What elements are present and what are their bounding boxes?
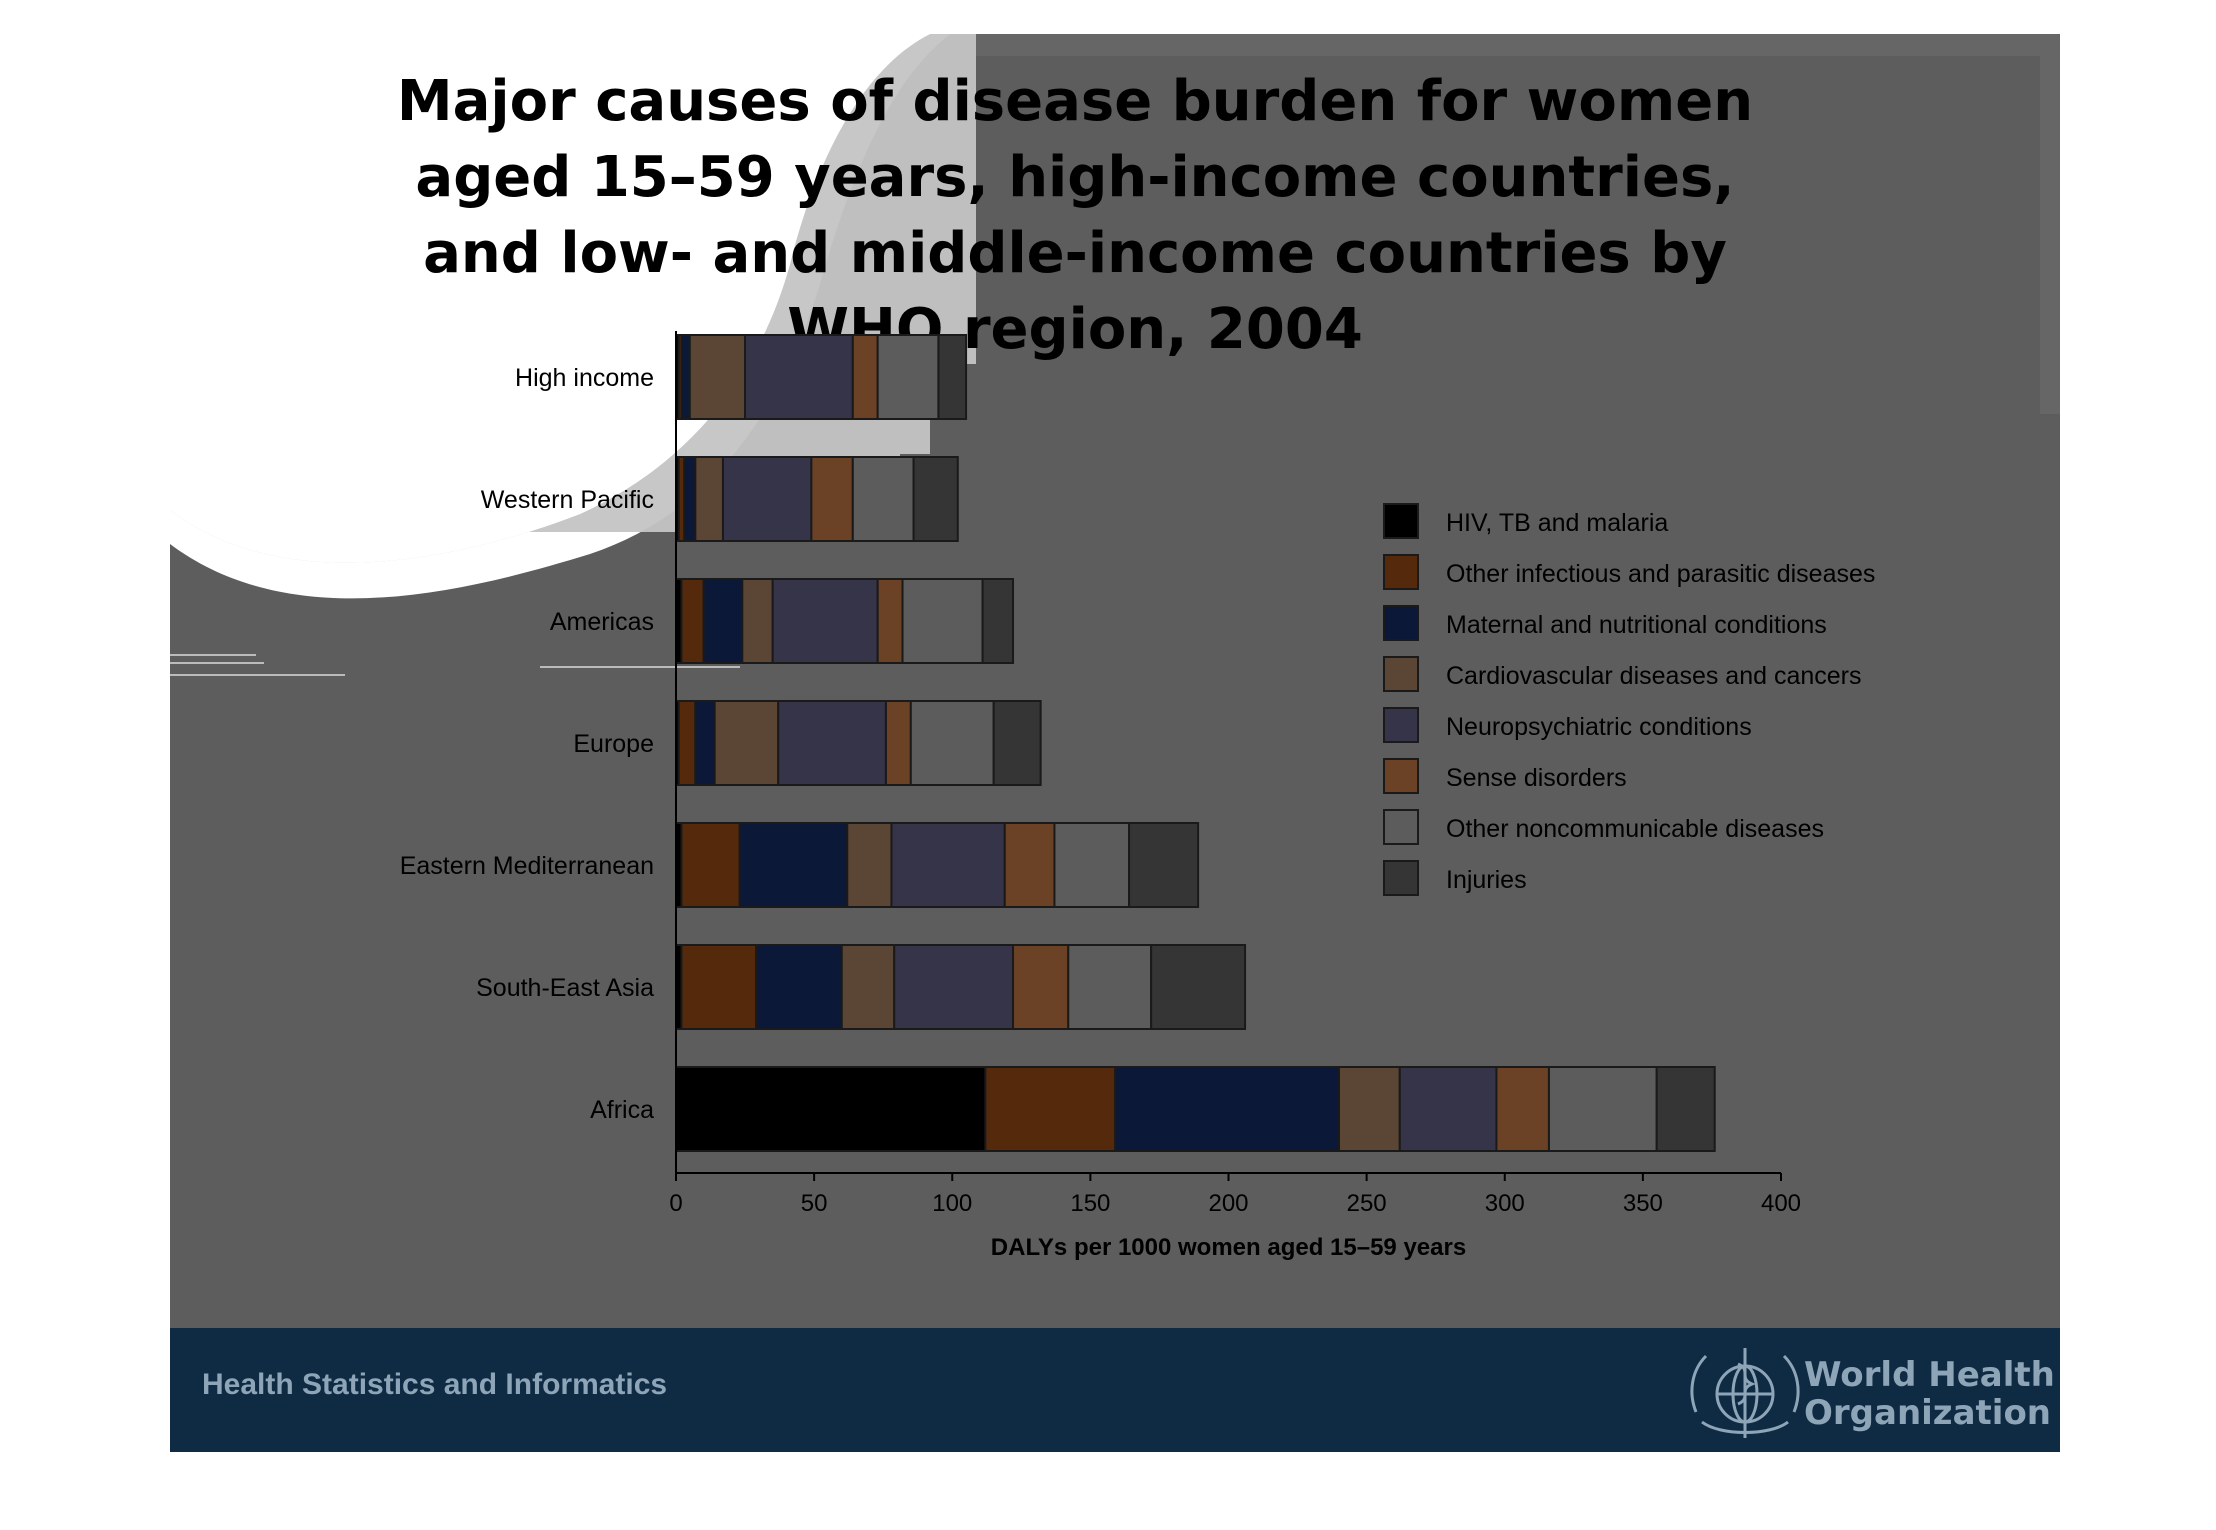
bar-segment [741,578,774,664]
bar-segment [912,456,959,542]
bar-segment [884,700,912,786]
bar-segment [1053,822,1131,908]
bar-segment [992,700,1042,786]
footer-bar: Health Statistics and Informatics World … [170,1328,2060,1452]
x-tick-label: 100 [932,1190,972,1217]
chart-title: Major causes of disease burden for women… [396,69,1754,362]
bar-segment [1114,1066,1340,1152]
bar-segment [893,944,1015,1030]
legend-label: Cardiovascular diseases and cancers [1446,662,1862,690]
legend-swatch [1383,707,1419,743]
bar-segment [840,944,896,1030]
who-wordmark: World Health Organization [1804,1356,2055,1432]
category-label: High income [515,364,654,392]
bar-segment [1150,944,1247,1030]
legend-label: Other infectious and parasitic diseases [1446,560,1875,588]
legend-swatch [1383,605,1419,641]
bar-segment [680,578,705,664]
bar-segment [694,700,716,786]
bar-segment [851,334,879,420]
x-tick-label: 250 [1347,1190,1387,1217]
bar-segment [680,944,758,1030]
category-label: South-East Asia [476,974,654,1002]
bar-segment [771,578,879,664]
legend-swatch [1383,860,1419,896]
chart: High income Western Pacific Americas Europe… [400,331,1875,1261]
bar-segment [738,822,849,908]
bar-segment [1003,822,1056,908]
bar-segment [675,1066,987,1152]
legend-label: Maternal and nutritional conditions [1446,611,1827,639]
bar-segment [876,334,940,420]
who-wordmark-line1: World Health [1804,1355,2055,1395]
x-tick-label: 400 [1761,1190,1801,1217]
legend-swatch [1383,554,1419,590]
category-label: Europe [573,730,654,758]
bar-segment [688,334,747,420]
bar-segment [1338,1066,1401,1152]
category-label: Americas [550,608,654,636]
bar-segment [777,700,887,786]
who-emblem-icon [1690,1348,1800,1438]
bar-segment [1128,822,1200,908]
legend-swatch [1383,809,1419,845]
slide: Major causes of disease burden for women… [170,34,2060,1452]
who-wordmark-line2: Organization [1804,1393,2052,1433]
bar-segment [713,700,780,786]
bar-segment [677,700,697,786]
bar-segment [909,700,995,786]
legend-swatch [1383,656,1419,692]
bar-segment [851,456,915,542]
bar-segment [744,334,854,420]
bar-segment [890,822,1006,908]
category-label: Eastern Mediterranean [400,852,654,880]
x-tick-label: 200 [1208,1190,1248,1217]
bar-segment [981,578,1015,664]
legend-swatch [1383,503,1419,539]
bar-segment [683,456,697,542]
legend-label: Other noncommunicable diseases [1446,815,1824,843]
bar-segment [721,456,813,542]
legend-label: HIV, TB and malaria [1446,509,1668,537]
bar-segment [1398,1066,1498,1152]
bar-segment [1655,1066,1716,1152]
bar-segment [1012,944,1070,1030]
bar-segment [680,334,691,420]
category-label: Africa [590,1096,654,1124]
bar-segment [984,1066,1117,1152]
bar-segment [694,456,724,542]
bar-segment [702,578,744,664]
bar-segment [937,334,968,420]
bar-segment [901,578,984,664]
bar-segment [846,822,893,908]
footer-label: Health Statistics and Informatics [202,1368,668,1401]
x-tick-label: 50 [801,1190,828,1217]
x-tick-label: 150 [1070,1190,1110,1217]
legend-swatch [1383,758,1419,794]
bar-segment [680,822,741,908]
bar-segment [810,456,854,542]
x-tick-label: 350 [1623,1190,1663,1217]
legend-label: Neuropsychiatric conditions [1446,713,1752,741]
bar-segment [1495,1066,1550,1152]
x-tick-label: 300 [1485,1190,1525,1217]
x-tick-label: 0 [669,1190,682,1217]
legend-label: Injuries [1446,866,1527,894]
bar-segment [1547,1066,1658,1152]
bar-segment [876,578,904,664]
bar-segment [755,944,843,1030]
legend-label: Sense disorders [1446,764,1627,792]
bar-segment [1067,944,1153,1030]
category-label: Western Pacific [481,486,654,514]
x-axis-label: DALYs per 1000 women aged 15–59 years [991,1234,1466,1261]
